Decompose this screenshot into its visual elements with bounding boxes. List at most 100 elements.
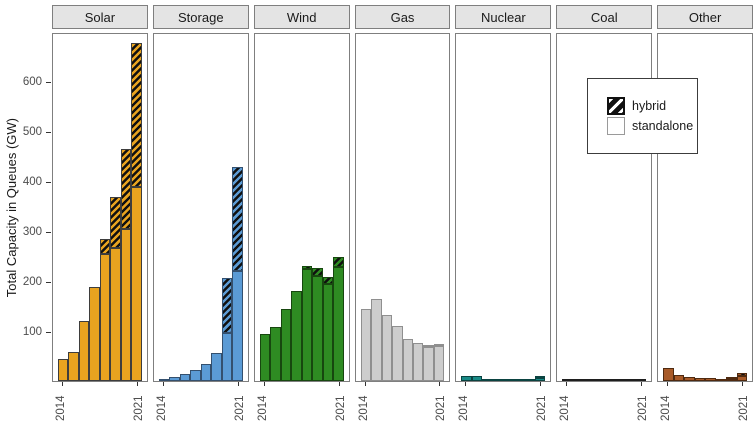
bar-solar-2018 (99, 239, 111, 381)
facet-panel (455, 33, 552, 382)
standalone-segment (291, 291, 302, 381)
y-tick-label: 200 (22, 276, 42, 288)
legend-item-standalone: standalone (607, 117, 697, 135)
facet-strip-label: Solar (52, 5, 148, 29)
bar-coal-2016 (583, 379, 594, 381)
bar-wind-2017 (291, 291, 302, 381)
facet-solar: Solar 2014 2021 (52, 5, 148, 428)
x-tick-mark (338, 382, 340, 386)
standalone-segment (705, 378, 716, 381)
hybrid-segment (423, 345, 434, 347)
standalone-segment (89, 287, 100, 381)
bar-coal-2020 (625, 379, 636, 381)
x-tick-label: 2021 (435, 395, 448, 421)
bar-gas-2018 (402, 339, 413, 381)
standalone-segment (371, 299, 382, 381)
bar-wind-2015 (270, 327, 281, 381)
standalone-segment (524, 379, 535, 381)
x-tick-label: 2014 (458, 395, 471, 421)
standalone-segment (694, 378, 706, 381)
standalone-segment (402, 339, 413, 381)
standalone-segment (270, 327, 281, 381)
y-tick-mark (46, 232, 51, 233)
bar-solar-2017 (89, 287, 100, 381)
bar-wind-2019 (312, 268, 323, 381)
hybrid-segment (131, 43, 142, 187)
standalone-segment (684, 377, 695, 381)
x-tick-label: 2014 (256, 395, 269, 421)
x-tick-label: 2021 (233, 395, 246, 421)
legend-label: hybrid (632, 99, 667, 113)
standalone-segment (673, 375, 685, 381)
legend-label: standalone (632, 119, 694, 133)
bar-coal-2017 (593, 379, 605, 381)
bar-other-2014 (663, 368, 674, 381)
standalone-segment (471, 376, 483, 381)
y-tick-mark (46, 132, 51, 133)
bars-group (456, 34, 550, 381)
facet-strip-label: Other (657, 5, 754, 29)
standalone-segment (593, 379, 605, 381)
standalone-segment (221, 333, 233, 381)
standalone-segment (583, 379, 594, 381)
facet-strip-label: Coal (556, 5, 653, 29)
facet-strip-label: Nuclear (455, 5, 552, 29)
bar-storage-2014 (158, 379, 170, 381)
bars-group (557, 34, 651, 381)
facet-coal: Coal 2014 2021 (556, 5, 653, 428)
bar-solar-2015 (68, 352, 79, 381)
standalone-segment (461, 376, 472, 381)
bars-group (255, 34, 349, 381)
standalone-segment (179, 374, 191, 381)
standalone-segment (736, 376, 748, 381)
facet-other: Other 2014 2021 (657, 5, 754, 428)
x-axis: 2014 2021 (355, 382, 451, 428)
bar-storage-2015 (169, 377, 180, 381)
bar-nuclear-2018 (503, 379, 514, 381)
standalone-segment (120, 229, 132, 381)
bar-other-2019 (715, 379, 727, 381)
standalone-swatch-icon (607, 117, 625, 135)
bar-nuclear-2020 (524, 379, 535, 381)
standalone-segment (482, 379, 493, 381)
x-tick-label: 2021 (334, 395, 347, 421)
bar-wind-2020 (322, 277, 334, 381)
bar-wind-2014 (259, 334, 271, 381)
bars-group (53, 34, 147, 381)
bar-other-2020 (726, 377, 737, 381)
bars-group (154, 34, 248, 381)
standalone-segment (78, 321, 90, 381)
bars-group (658, 34, 752, 381)
x-tick-mark (641, 382, 643, 386)
bar-gas-2016 (381, 315, 393, 381)
bar-wind-2018 (301, 266, 313, 381)
y-tick-mark (46, 332, 51, 333)
x-tick-label: 2021 (637, 395, 650, 421)
legend: hybrid standalone (587, 78, 698, 154)
standalone-segment (169, 377, 180, 381)
standalone-segment (534, 378, 546, 381)
hybrid-segment (110, 197, 121, 248)
x-tick-mark (237, 382, 239, 386)
bar-solar-2014 (58, 359, 69, 381)
bar-gas-2015 (371, 299, 382, 381)
facet-strip-label: Wind (253, 5, 350, 29)
facet-storage: Storage 2014 2021 (152, 5, 249, 428)
standalone-segment (562, 379, 573, 381)
hybrid-segment (322, 277, 334, 284)
standalone-segment (110, 248, 121, 381)
standalone-segment (322, 284, 334, 381)
y-tick-label: 500 (22, 126, 42, 138)
standalone-segment (381, 315, 393, 381)
standalone-segment (625, 379, 636, 381)
x-tick-mark (742, 382, 744, 386)
bar-coal-2019 (614, 379, 626, 381)
bar-nuclear-2021 (534, 376, 546, 381)
bar-solar-2020 (120, 149, 132, 381)
y-tick-label: 600 (22, 76, 42, 88)
x-tick-mark (263, 382, 265, 386)
bar-coal-2014 (562, 379, 573, 381)
x-tick-mark (162, 382, 164, 386)
facet-panel (152, 33, 249, 382)
standalone-segment (715, 379, 727, 381)
